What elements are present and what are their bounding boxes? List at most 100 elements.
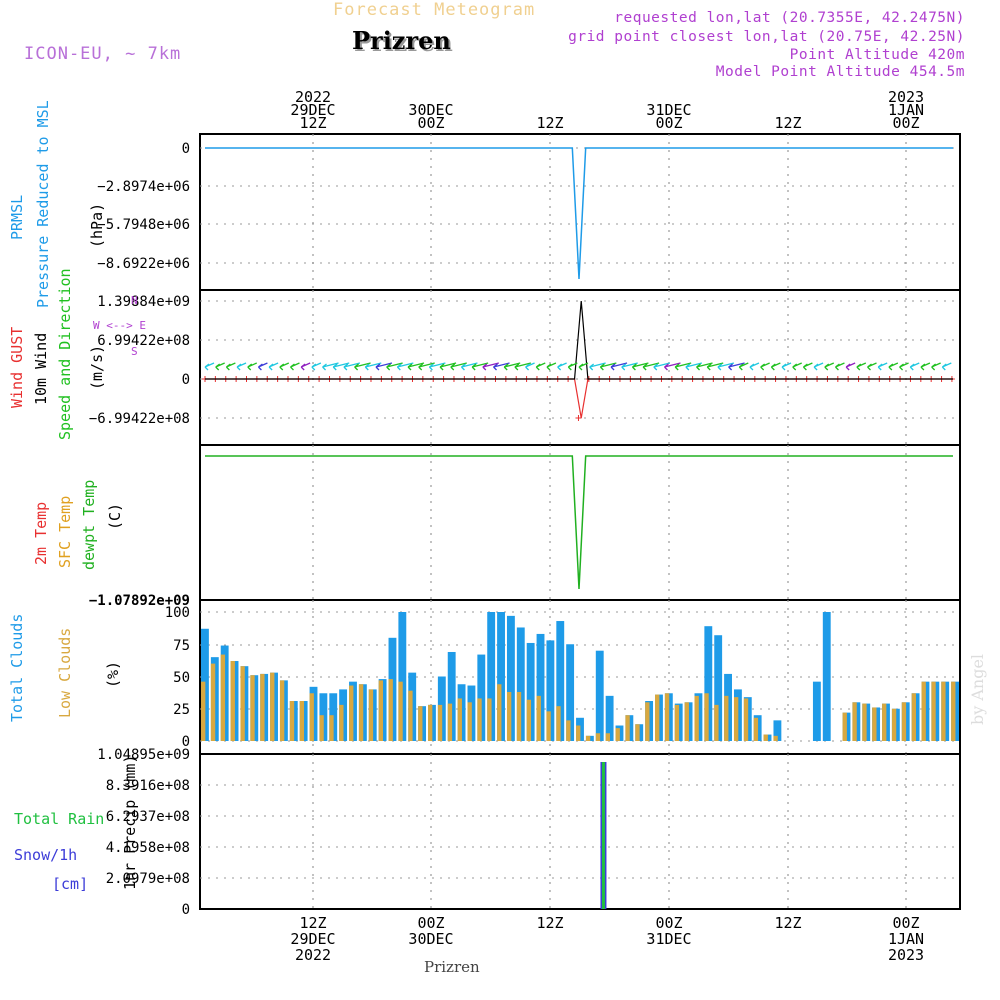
total-clouds-label: Total Clouds [8, 613, 26, 722]
clouds-tick-label: 50 [173, 670, 190, 686]
sfc-temp-label: SFC Temp [56, 495, 74, 568]
low-cloud-bar [941, 681, 946, 741]
wind-arrow [578, 362, 589, 371]
low-cloud-bar [230, 661, 235, 741]
gust-label: Wind GUST [8, 326, 26, 408]
wind-label: 10m Wind [32, 332, 50, 405]
low-cloud-bar [220, 654, 226, 741]
wind-arrow [877, 362, 888, 371]
bottom-time-label: 31DEC [646, 930, 691, 948]
rain-bar [601, 762, 605, 909]
chart-title: Forecast Meteogram [333, 0, 536, 20]
low-cloud-bar [368, 689, 374, 741]
temp-tick-label: −1.07892e+09 [89, 593, 190, 609]
low-cloud-bar [260, 673, 265, 741]
low-cloud-bar [852, 702, 857, 741]
compass-south: S [131, 345, 138, 358]
low-cloud-bar [872, 707, 877, 741]
wind-arrow [631, 362, 649, 371]
low-cloud-bar [240, 666, 245, 741]
precip-tick-label: 2.0979e+08 [106, 871, 190, 887]
clouds-tick-label: 75 [173, 638, 190, 654]
bottom-time-label: 00Z [892, 914, 919, 932]
wind-arrow [792, 362, 802, 371]
low-cloud-bar [655, 694, 660, 741]
wind-arrow [364, 362, 382, 371]
location-title: Prizren [352, 26, 451, 55]
top-time-label: 12Z [774, 114, 801, 132]
low-cloud-bar [714, 704, 719, 741]
wind-arrow [546, 362, 557, 371]
wind-arrow [450, 362, 467, 371]
wind-arrow [610, 362, 628, 371]
pressure-label: Pressure Reduced to MSL [34, 100, 52, 308]
wind-arrow [354, 362, 371, 371]
low-cloud-bar [891, 708, 897, 741]
wind-arrow [290, 362, 300, 371]
low-cloud-bar [645, 702, 650, 741]
total-cloud-bar [546, 640, 555, 741]
low-cloud-bar [951, 681, 956, 741]
temp-unit: (C) [106, 502, 124, 530]
total-cloud-bar [704, 626, 713, 741]
low-cloud-bar [635, 724, 640, 741]
top-time-label: 31DEC [646, 101, 691, 119]
wind-arrow [396, 362, 414, 371]
total-cloud-bar [506, 615, 515, 741]
prmsl-label: PRMSL [8, 194, 26, 240]
pressure-tick-label: −2.8974e+06 [97, 179, 190, 195]
dewpt-label: dewpt Temp [80, 479, 98, 570]
low-cloud-bar [309, 693, 314, 741]
low-cloud-bar [753, 717, 759, 741]
wind-arrow [920, 362, 931, 371]
low-cloud-bar [477, 698, 482, 741]
low-cloud-bar [398, 681, 403, 741]
total-cloud-bar [566, 644, 575, 741]
low-cloud-bar [605, 733, 611, 741]
total-cloud-bar [714, 635, 723, 741]
model-altitude: Model Point Altitude 454.5m [715, 64, 965, 80]
clouds-unit: (%) [104, 660, 122, 688]
wind-arrow [599, 362, 617, 371]
wind-arrow [460, 362, 478, 371]
low-cloud-bar [566, 720, 571, 741]
low-cloud-bar [467, 702, 472, 741]
wind-arrow [781, 362, 792, 371]
wind-arrow [428, 362, 446, 371]
low-cloud-bar [299, 701, 305, 741]
wind-arrow [439, 362, 457, 371]
low-cloud-bar [289, 701, 295, 741]
low-cloud-bar [921, 681, 926, 741]
wind-arrow [343, 362, 361, 371]
low-cloud-bar [576, 725, 581, 741]
wind-arrow [471, 362, 489, 371]
low-cloud-bar [506, 691, 512, 741]
total-cloud-bar [605, 695, 614, 741]
precip-tick-label: 4.1958e+08 [106, 840, 190, 856]
total-cloud-bar [773, 720, 782, 741]
low-cloud-bar [279, 680, 285, 741]
low-cloud-bar [546, 711, 551, 741]
low-cloud-bar [684, 702, 689, 741]
wind-tick-label: 0 [182, 372, 190, 388]
top-time-label: 00Z [655, 114, 682, 132]
wind-arrow [268, 362, 279, 371]
low-cloud-bar [615, 728, 620, 741]
wind-arrow [685, 362, 703, 371]
total-cloud-bar [398, 612, 407, 741]
wind-arrow [770, 362, 781, 371]
total-cloud-bar [536, 633, 545, 741]
precip-panel [199, 753, 961, 910]
bottom-time-label: 00Z [417, 914, 444, 932]
wind-arrow [653, 362, 670, 371]
bottom-time-label: 00Z [655, 914, 682, 932]
top-time-label: 00Z [892, 114, 919, 132]
compass-north: N [131, 294, 138, 307]
top-time-label: 12Z [299, 114, 326, 132]
wind-arrow [567, 362, 578, 371]
low-cloud-bar [704, 693, 709, 741]
wind-arrow [311, 362, 322, 371]
precip-tick-label: 1.04895e+09 [97, 747, 190, 763]
gust-marker [575, 415, 582, 421]
